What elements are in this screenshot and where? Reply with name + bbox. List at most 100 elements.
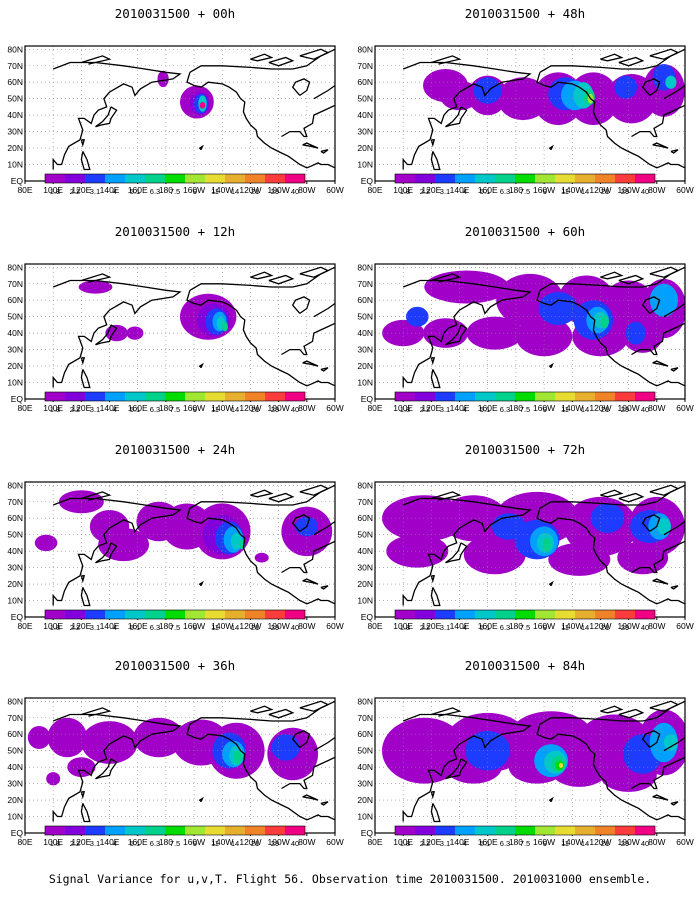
colorbar-label: 6.3 <box>500 405 510 414</box>
variance-contour-fill <box>222 321 228 332</box>
lat-tick-label: 20N <box>7 579 23 589</box>
lon-tick-label: 80W <box>298 185 315 194</box>
colorbar-swatch <box>615 826 635 835</box>
coastline <box>445 542 468 564</box>
coastline <box>652 578 669 585</box>
colorbar-label: 5.1 <box>480 405 490 414</box>
colorbar-swatch <box>265 392 285 401</box>
lat-tick-label: 60N <box>357 513 373 523</box>
lat-tick-label: 40N <box>357 110 373 120</box>
colorbar-label: 3.1 <box>90 187 100 196</box>
colorbar-swatch <box>395 826 415 835</box>
colorbar-swatch <box>85 392 105 401</box>
lon-tick-label: 100W <box>268 621 290 630</box>
lat-tick-label: 30N <box>7 345 23 355</box>
lon-tick-label: 100E <box>43 621 63 630</box>
colorbar-label: 11 <box>211 839 219 848</box>
colorbar-swatch <box>145 610 165 619</box>
lat-tick-label: 40N <box>7 762 23 772</box>
colorbar-swatch <box>535 174 555 183</box>
colorbar-swatch <box>105 826 125 835</box>
lon-tick-label: 160W <box>533 185 555 194</box>
colorbar-label: 9 <box>193 405 197 414</box>
colorbar-label: 21 <box>251 623 259 632</box>
lat-tick-label: 60N <box>7 729 23 739</box>
colorbar-label: 3.1 <box>90 405 100 414</box>
lon-tick-label: 160E <box>478 621 498 630</box>
variance-contour-fill <box>663 734 678 751</box>
coastline <box>291 730 311 748</box>
colorbar: 1.8 2.2 3.1 4 5.1 6.3 7.5 9 11 14 21 29 40 <box>44 609 306 632</box>
map-panel-12h: 2010031500 + 12h 80N 70N 60N 50N 40N 30N 20N 10N… <box>5 224 345 439</box>
colorbar-label: 3.1 <box>440 405 450 414</box>
lon-tick-label: 60W <box>676 185 693 194</box>
coastline <box>299 484 330 496</box>
coastline <box>95 542 118 564</box>
colorbar-label: 11 <box>561 187 569 196</box>
coastline <box>536 290 685 387</box>
coastline <box>80 791 86 800</box>
lat-tick-label: 50N <box>7 530 23 540</box>
coastline <box>186 290 335 387</box>
lon-tick-label: 80E <box>367 837 382 846</box>
coastline <box>430 369 441 389</box>
map-panel-24h: 2010031500 + 24h 80N 70N 60N 50N 40N 30N 20N 10N… <box>5 442 345 657</box>
colorbar-label: 4 <box>463 187 467 196</box>
colorbar-frame <box>44 825 306 836</box>
colorbar-swatch <box>575 610 595 619</box>
colorbar-swatch <box>85 826 105 835</box>
coastline <box>320 149 329 154</box>
lon-tick-label: 140W <box>211 621 233 630</box>
colorbar-swatch <box>205 392 225 401</box>
colorbar-label: 11 <box>211 623 219 632</box>
colorbar-swatch <box>615 610 635 619</box>
coastline <box>402 497 532 606</box>
lat-tick-label: 50N <box>357 746 373 756</box>
colorbar: 1.8 2.2 3.1 4 5.1 6.3 7.5 9 11 14 21 29 40 <box>394 173 656 196</box>
colorbar-swatch <box>555 610 575 619</box>
colorbar-label: 2.2 <box>70 623 80 632</box>
colorbar-swatch <box>205 826 225 835</box>
coastline <box>268 492 295 503</box>
lon-tick-label: 60W <box>326 837 343 846</box>
lat-tick-label: 70N <box>357 497 373 507</box>
coastline <box>95 758 118 780</box>
colorbar-swatch <box>105 392 125 401</box>
coastline <box>250 705 274 714</box>
colorbar-swatch <box>615 392 635 401</box>
lon-tick-label: 160W <box>533 403 555 412</box>
coastline <box>445 106 468 128</box>
lat-tick-label: 80N <box>7 44 23 54</box>
map-panel-36h: 2010031500 + 36h 80N 70N 60N 50N 40N 30N 20N 10N… <box>5 658 345 873</box>
colorbar-swatch <box>285 826 305 835</box>
colorbar-label: 4 <box>113 839 117 848</box>
lat-tick-label: 80N <box>357 480 373 490</box>
lat-tick-label: 40N <box>357 762 373 772</box>
colorbar-label: 40 <box>641 623 649 632</box>
lon-tick-label: 160W <box>183 621 205 630</box>
lon-tick-label: 60W <box>676 403 693 412</box>
colorbar-swatch <box>205 174 225 183</box>
lon-tick-label: 140E <box>100 837 120 846</box>
lon-tick-label: 100W <box>268 185 290 194</box>
coastline <box>402 61 532 170</box>
coastline <box>186 508 335 605</box>
colorbar-label: 29 <box>271 839 279 848</box>
colorbar-swatch <box>285 174 305 183</box>
variance-contour-fill <box>463 534 526 575</box>
coastline <box>302 794 319 801</box>
coastline <box>250 489 274 498</box>
colorbar-label: 7.5 <box>170 839 180 848</box>
panel-title: 2010031500 + 72h <box>464 442 586 457</box>
coastline <box>600 53 624 62</box>
colorbar-label: 1.8 <box>400 623 410 632</box>
lat-tick-label: 40N <box>357 328 373 338</box>
lon-tick-label: 80W <box>298 403 315 412</box>
lon-tick-label: 160W <box>533 621 555 630</box>
lat-tick-label: 80N <box>357 262 373 272</box>
coastline <box>52 713 182 822</box>
colorbar-label: 14 <box>231 187 239 196</box>
colorbar-label: 21 <box>601 623 609 632</box>
